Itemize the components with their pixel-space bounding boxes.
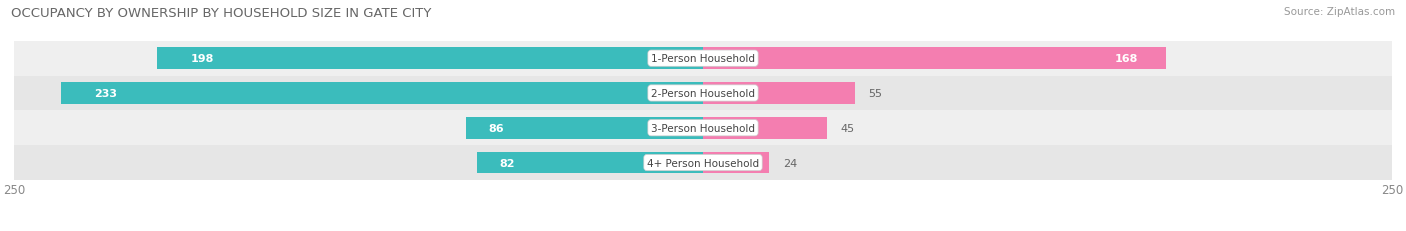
Bar [703,118,827,139]
Bar [14,76,1392,111]
Text: 2-Person Household: 2-Person Household [651,88,755,99]
Text: 198: 198 [190,54,214,64]
Bar [14,146,1392,180]
Text: 1-Person Household: 1-Person Household [651,54,755,64]
Text: Source: ZipAtlas.com: Source: ZipAtlas.com [1284,7,1395,17]
Text: 4+ Person Household: 4+ Person Household [647,158,759,168]
Text: 233: 233 [94,88,117,99]
Text: 82: 82 [499,158,515,168]
Text: 86: 86 [488,123,503,133]
Bar [157,48,703,70]
Bar [703,83,855,104]
Bar [703,48,1166,70]
Bar [465,118,703,139]
Bar [60,83,703,104]
Text: 168: 168 [1115,54,1139,64]
Text: 55: 55 [869,88,883,99]
Text: 24: 24 [783,158,797,168]
Text: OCCUPANCY BY OWNERSHIP BY HOUSEHOLD SIZE IN GATE CITY: OCCUPANCY BY OWNERSHIP BY HOUSEHOLD SIZE… [11,7,432,20]
Text: 3-Person Household: 3-Person Household [651,123,755,133]
Text: 45: 45 [841,123,855,133]
Bar [14,42,1392,76]
Bar [477,152,703,174]
Bar [14,111,1392,146]
Legend: Owner-occupied, Renter-occupied: Owner-occupied, Renter-occupied [581,228,825,231]
Bar [703,152,769,174]
